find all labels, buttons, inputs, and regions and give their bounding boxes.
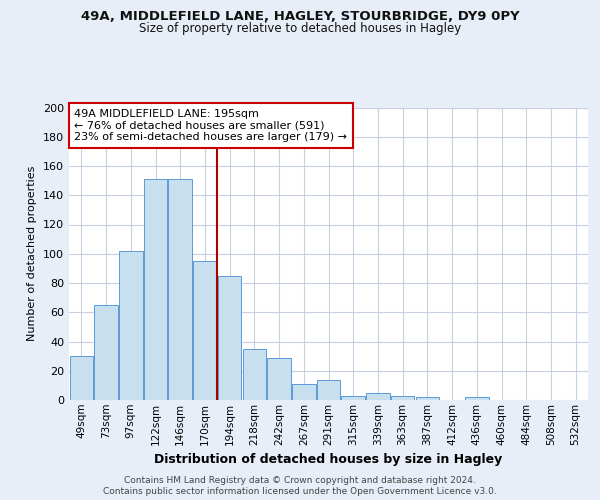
Text: Size of property relative to detached houses in Hagley: Size of property relative to detached ho… <box>139 22 461 35</box>
Bar <box>119 251 143 400</box>
Text: 49A, MIDDLEFIELD LANE, HAGLEY, STOURBRIDGE, DY9 0PY: 49A, MIDDLEFIELD LANE, HAGLEY, STOURBRID… <box>80 10 520 23</box>
Text: Contains public sector information licensed under the Open Government Licence v3: Contains public sector information licen… <box>103 487 497 496</box>
X-axis label: Distribution of detached houses by size in Hagley: Distribution of detached houses by size … <box>154 453 503 466</box>
Bar <box>391 396 415 400</box>
Bar <box>341 396 365 400</box>
Bar <box>268 358 291 400</box>
Text: Contains HM Land Registry data © Crown copyright and database right 2024.: Contains HM Land Registry data © Crown c… <box>124 476 476 485</box>
Y-axis label: Number of detached properties: Number of detached properties <box>28 166 37 342</box>
Bar <box>218 276 241 400</box>
Text: 49A MIDDLEFIELD LANE: 195sqm
← 76% of detached houses are smaller (591)
23% of s: 49A MIDDLEFIELD LANE: 195sqm ← 76% of de… <box>74 109 347 142</box>
Bar <box>94 305 118 400</box>
Bar <box>144 179 167 400</box>
Bar <box>416 397 439 400</box>
Bar <box>465 397 488 400</box>
Bar <box>292 384 316 400</box>
Bar <box>242 349 266 400</box>
Bar <box>70 356 93 400</box>
Bar <box>193 261 217 400</box>
Bar <box>366 392 389 400</box>
Bar <box>317 380 340 400</box>
Bar <box>169 179 192 400</box>
